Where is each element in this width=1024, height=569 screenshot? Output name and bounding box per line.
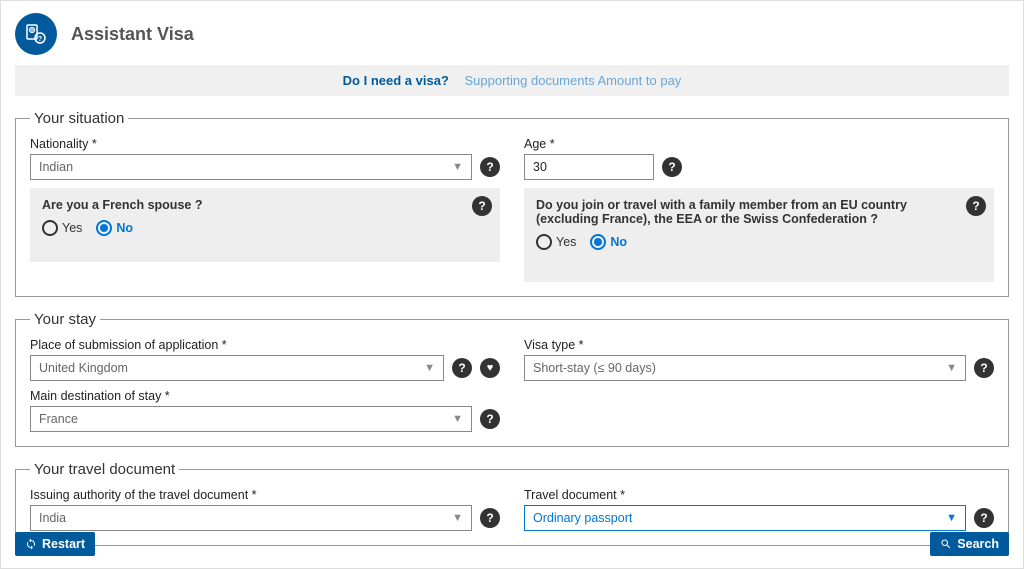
- tab-need-visa[interactable]: Do I need a visa?: [337, 73, 455, 88]
- place-label: Place of submission of application *: [30, 338, 500, 352]
- help-icon[interactable]: ?: [974, 358, 994, 378]
- search-icon: [940, 538, 952, 550]
- nationality-label: Nationality *: [30, 137, 500, 151]
- tab-supporting-docs[interactable]: Supporting documents Amount to pay: [459, 73, 688, 88]
- fieldset-stay: Your stay Place of submission of applica…: [15, 311, 1009, 447]
- page-header: ? Assistant Visa: [15, 13, 1009, 55]
- chevron-down-icon: ▼: [946, 362, 957, 374]
- help-icon[interactable]: ?: [472, 196, 492, 216]
- age-label: Age *: [524, 137, 994, 151]
- legend-situation: Your situation: [30, 110, 128, 127]
- destination-value: France: [39, 412, 78, 426]
- help-icon[interactable]: ?: [480, 157, 500, 177]
- chevron-down-icon: ▼: [946, 512, 957, 524]
- eu-family-question: Do you join or travel with a family memb…: [536, 198, 982, 226]
- refresh-icon: [25, 538, 37, 550]
- help-icon[interactable]: ?: [974, 508, 994, 528]
- legend-travel-doc: Your travel document: [30, 461, 179, 478]
- nationality-select[interactable]: Indian ▼: [30, 154, 472, 180]
- heart-icon[interactable]: ♥: [480, 358, 500, 378]
- travel-doc-value: Ordinary passport: [533, 511, 632, 525]
- help-icon[interactable]: ?: [662, 157, 682, 177]
- visa-type-value: Short-stay (≤ 90 days): [533, 361, 656, 375]
- nationality-value: Indian: [39, 160, 73, 174]
- legend-stay: Your stay: [30, 311, 100, 328]
- authority-select[interactable]: India ▼: [30, 505, 472, 531]
- help-icon[interactable]: ?: [480, 508, 500, 528]
- search-button[interactable]: Search: [930, 532, 1009, 556]
- tabs-bar: Do I need a visa? Supporting documents A…: [15, 65, 1009, 96]
- authority-value: India: [39, 511, 66, 525]
- fieldset-situation: Your situation Nationality * Indian ▼ ? …: [15, 110, 1009, 297]
- help-icon[interactable]: ?: [966, 196, 986, 216]
- french-spouse-question: Are you a French spouse ?: [42, 198, 488, 212]
- destination-label: Main destination of stay *: [30, 389, 500, 403]
- help-icon[interactable]: ?: [452, 358, 472, 378]
- svg-text:?: ?: [38, 36, 42, 43]
- authority-label: Issuing authority of the travel document…: [30, 488, 500, 502]
- french-spouse-no-radio[interactable]: No: [96, 220, 133, 236]
- restart-button[interactable]: Restart: [15, 532, 95, 556]
- visa-type-select[interactable]: Short-stay (≤ 90 days) ▼: [524, 355, 966, 381]
- age-input[interactable]: 30: [524, 154, 654, 180]
- chevron-down-icon: ▼: [452, 512, 463, 524]
- chevron-down-icon: ▼: [424, 362, 435, 374]
- french-spouse-yes-radio[interactable]: Yes: [42, 220, 82, 236]
- visa-type-label: Visa type *: [524, 338, 994, 352]
- eu-family-panel: ? Do you join or travel with a family me…: [524, 188, 994, 282]
- eu-family-yes-radio[interactable]: Yes: [536, 234, 576, 250]
- french-spouse-panel: ? Are you a French spouse ? Yes No: [30, 188, 500, 262]
- page-title: Assistant Visa: [71, 24, 194, 45]
- eu-family-no-radio[interactable]: No: [590, 234, 627, 250]
- travel-doc-select[interactable]: Ordinary passport ▼: [524, 505, 966, 531]
- visa-icon: ?: [15, 13, 57, 55]
- place-value: United Kingdom: [39, 361, 128, 375]
- chevron-down-icon: ▼: [452, 413, 463, 425]
- destination-select[interactable]: France ▼: [30, 406, 472, 432]
- chevron-down-icon: ▼: [452, 161, 463, 173]
- help-icon[interactable]: ?: [480, 409, 500, 429]
- place-select[interactable]: United Kingdom ▼: [30, 355, 444, 381]
- travel-doc-label: Travel document *: [524, 488, 994, 502]
